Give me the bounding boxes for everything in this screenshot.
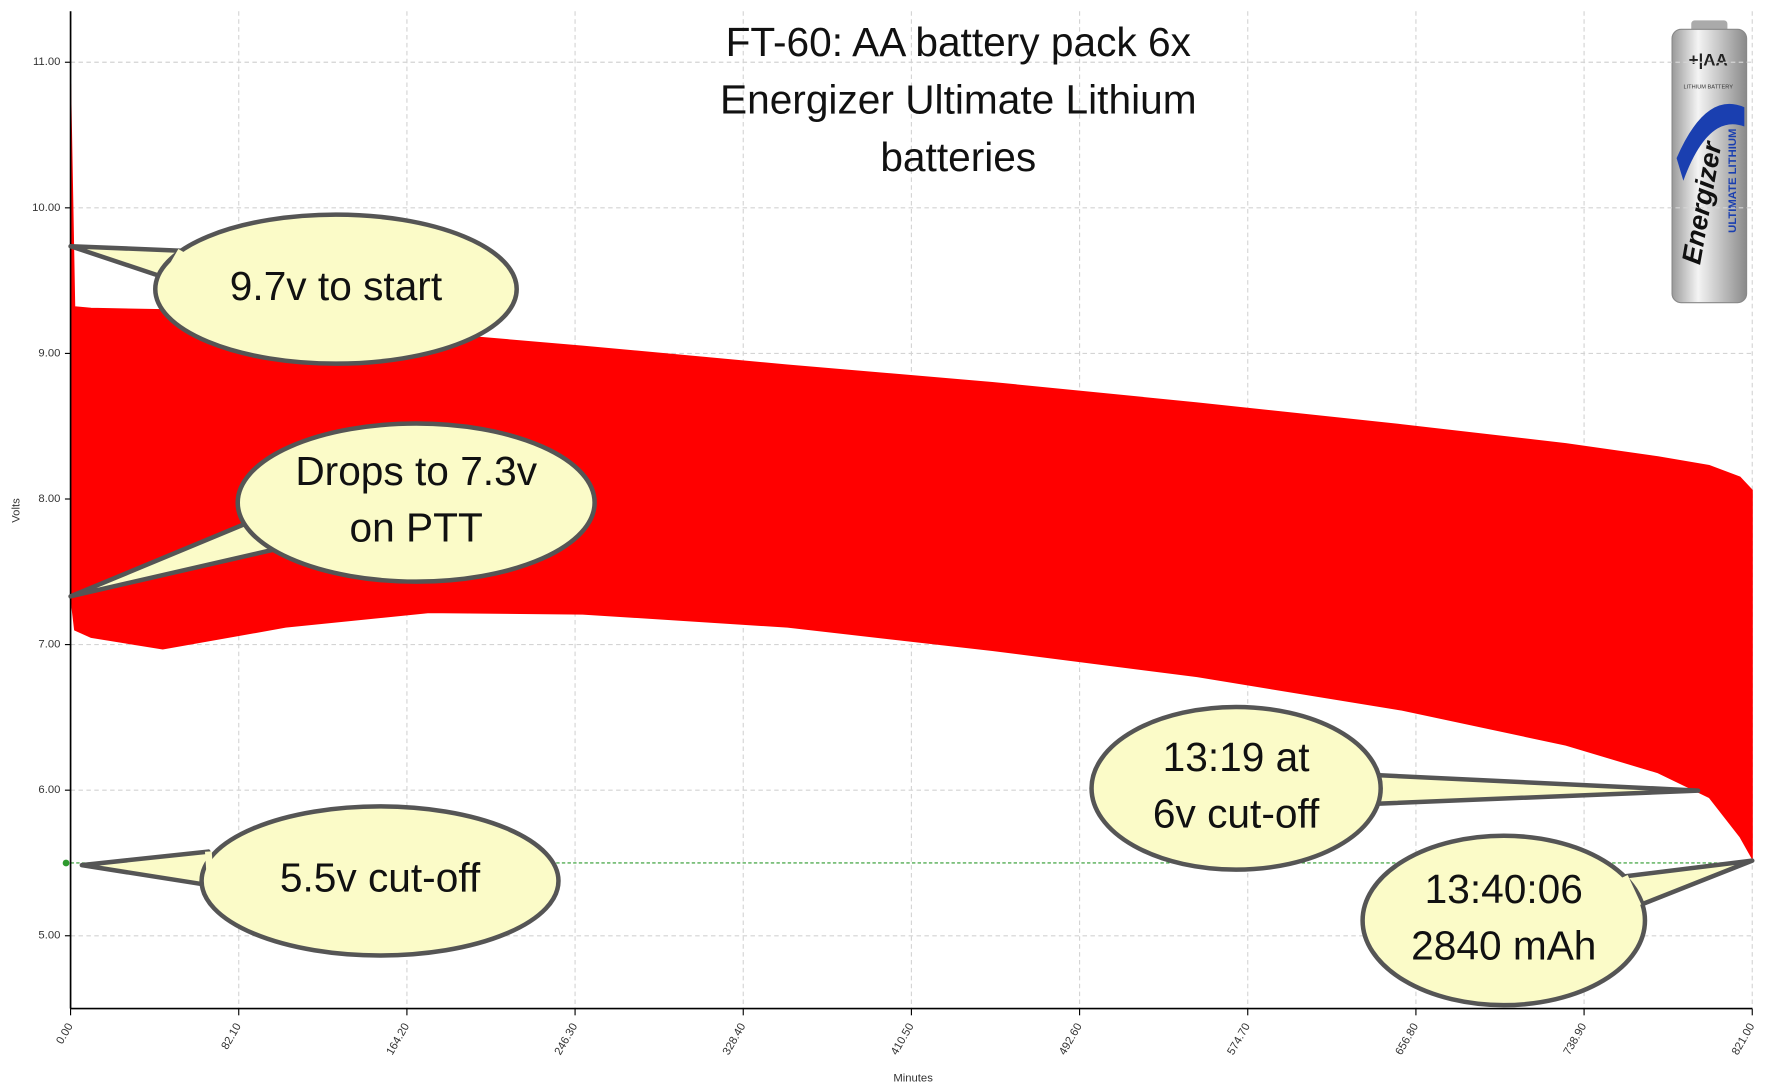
cutoff-marker <box>63 860 70 867</box>
callout-seam <box>208 852 210 886</box>
y-axis-label: Volts <box>10 498 22 523</box>
chart: +|AA LITHIUM BATTERY Energizer ULTIMATE … <box>0 0 1772 1091</box>
callout-text: 5.5v cut-off <box>280 855 481 901</box>
chart-title: batteries <box>880 134 1036 180</box>
callout-text: 13:19 at <box>1163 734 1310 780</box>
y-tick-label: 7.00 <box>38 639 60 651</box>
callout-text: 6v cut-off <box>1153 790 1320 836</box>
battery-text: LITHIUM BATTERY <box>1683 84 1733 90</box>
battery-text: ULTIMATE LITHIUM <box>1727 129 1739 233</box>
y-tick-label: 6.00 <box>38 784 60 796</box>
callout-text: 9.7v to start <box>230 263 442 309</box>
callout-text: 13:40:06 <box>1425 866 1583 912</box>
battery-text: +|AA <box>1689 50 1728 69</box>
chart-title: Energizer Ultimate Lithium <box>720 77 1197 123</box>
callout-text: on PTT <box>350 505 483 551</box>
y-tick-label: 9.00 <box>38 347 60 359</box>
y-tick-label: 5.00 <box>38 930 60 942</box>
callout-bubble <box>1363 836 1645 1005</box>
callout-seam <box>1367 775 1369 804</box>
y-tick-label: 8.00 <box>38 493 60 505</box>
y-tick-label: 10.00 <box>32 202 60 214</box>
callout-text: Drops to 7.3v <box>295 448 537 494</box>
callout-bubble <box>1092 707 1381 870</box>
x-axis-label: Minutes <box>893 1073 933 1085</box>
callout-text: 2840 mAh <box>1411 922 1596 968</box>
y-tick-label: 11.00 <box>33 56 60 68</box>
chart-title: FT-60: AA battery pack 6x <box>726 19 1191 65</box>
